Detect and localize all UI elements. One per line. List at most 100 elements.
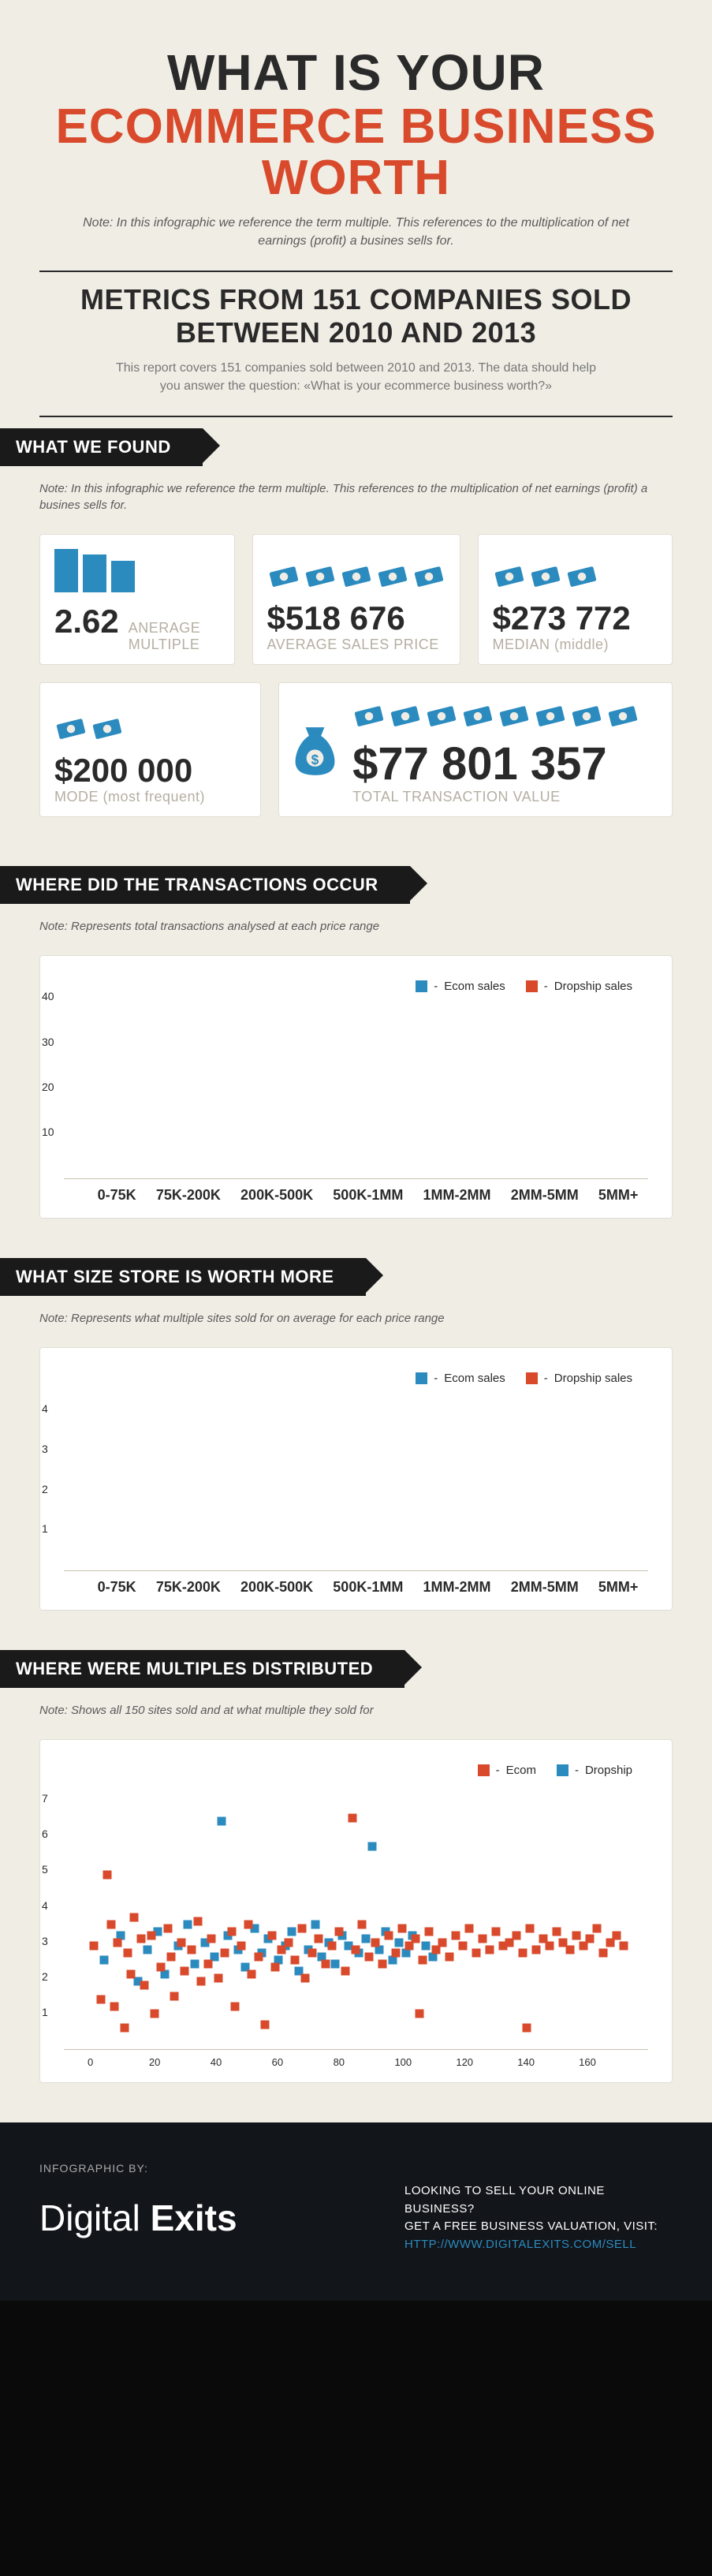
- ecom-point: [170, 1992, 179, 2000]
- money-icon: [376, 558, 409, 591]
- money-icon: [340, 558, 373, 591]
- storesize-chart: - Ecom sales - Dropship sales 1234 0-75K…: [39, 1347, 673, 1611]
- ecom-point: [237, 1942, 246, 1951]
- dropship-point: [368, 1842, 377, 1850]
- ecom-point: [525, 1924, 534, 1932]
- money-icon: [412, 558, 445, 591]
- money-icon: [570, 697, 603, 730]
- dropship-point: [311, 1921, 319, 1929]
- ecom-point: [418, 1956, 427, 1965]
- ecom-point: [364, 1952, 373, 1961]
- stats-row-1: 2.62 ANERAGE MULTIPLE $518 676 AVERAGE S…: [39, 534, 673, 665]
- money-icon: [534, 697, 567, 730]
- transactions-note: Note: Represents total transactions anal…: [39, 918, 673, 935]
- svg-text:$: $: [311, 752, 319, 767]
- dropship-point: [217, 1817, 226, 1826]
- ecom-point: [90, 1942, 99, 1951]
- money-icons: [493, 558, 658, 591]
- bar-chart-area: 1234: [64, 1390, 648, 1571]
- legend-dropship: - Dropship sales: [526, 1372, 632, 1385]
- money-icon: [389, 697, 422, 730]
- found-note: Note: In this infographic we reference t…: [39, 480, 673, 513]
- ecom-point: [586, 1935, 595, 1943]
- legend: - Ecom sales - Dropship sales: [64, 1372, 632, 1385]
- stat-avg-price: $518 676 AVERAGE SALES PRICE: [252, 534, 460, 665]
- ecom-point: [127, 1970, 136, 1979]
- ecom-point: [465, 1924, 474, 1932]
- dropship-point: [331, 1959, 340, 1968]
- stat-label: MEDIAN (middle): [493, 637, 658, 653]
- ecom-point: [485, 1945, 494, 1954]
- ecom-point: [398, 1924, 407, 1932]
- metrics-title: METRICS FROM 151 COMPANIES SOLD BETWEEN …: [39, 283, 673, 349]
- ecom-point: [492, 1928, 501, 1936]
- stat-mode: $200 000 MODE (most frequent): [39, 682, 261, 817]
- mini-bars-icon: [54, 549, 220, 592]
- ecom-point: [123, 1949, 132, 1958]
- ecom-point: [203, 1959, 212, 1968]
- x-axis-labels: 020406080100120140160: [88, 2056, 640, 2068]
- ecom-point: [552, 1928, 561, 1936]
- ecom-point: [438, 1938, 447, 1947]
- ecom-point: [194, 1917, 203, 1925]
- money-icon: [606, 697, 639, 730]
- legend-ecom: - Ecom sales: [416, 1372, 505, 1385]
- ecom-point: [270, 1963, 279, 1972]
- ecom-point: [592, 1924, 601, 1932]
- money-icon: [493, 558, 526, 591]
- bar-chart-area: 10203040: [64, 998, 648, 1179]
- stat-value: $518 676: [267, 602, 445, 635]
- stats-row-2: $200 000 MODE (most frequent) $: [39, 682, 673, 817]
- ecom-point: [452, 1931, 460, 1939]
- storesize-section: WHAT SIZE STORE IS WORTH MORE Note: Repr…: [0, 1258, 712, 1650]
- ecom-point: [197, 1977, 206, 1986]
- ecom-point: [147, 1931, 155, 1939]
- stat-value: 2.62: [54, 605, 119, 638]
- storesize-note: Note: Represents what multiple sites sol…: [39, 1310, 673, 1327]
- ecom-point: [140, 1981, 149, 1989]
- ecom-point: [106, 1921, 115, 1929]
- scatter-area: 1234567: [64, 1782, 648, 2050]
- x-axis-labels: 0-75K75K-200K200K-500K500K-1MM1MM-2MM2MM…: [88, 1187, 648, 1204]
- ecom-point: [425, 1928, 434, 1936]
- legend: - Ecom sales - Dropship sales: [64, 980, 632, 993]
- ecom-point: [214, 1973, 222, 1982]
- ecom-point: [248, 1970, 256, 1979]
- dropship-point: [190, 1959, 199, 1968]
- dropship-point: [288, 1928, 296, 1936]
- ecom-point: [227, 1928, 236, 1936]
- money-icon: [91, 710, 124, 743]
- ecom-point: [348, 1813, 356, 1822]
- ecom-point: [261, 2020, 270, 2029]
- stat-total: $ $77 801 357 TOTAL TRANSACTION VALUE: [278, 682, 673, 817]
- stat-label: AVERAGE SALES PRICE: [267, 637, 445, 653]
- stat-value: $273 772: [493, 602, 658, 635]
- money-icon: [529, 558, 562, 591]
- dropship-point: [361, 1935, 370, 1943]
- stat-label: ANERAGE MULTIPLE: [129, 620, 220, 653]
- ecom-point: [371, 1938, 380, 1947]
- legend: - Ecom - Dropship: [64, 1764, 632, 1777]
- ecom-point: [315, 1935, 323, 1943]
- metrics-subtitle: This report covers 151 companies sold be…: [112, 359, 601, 395]
- money-icons: [54, 710, 246, 743]
- ecom-point: [385, 1931, 393, 1939]
- ecom-point: [284, 1938, 293, 1947]
- ecom-point: [522, 2024, 531, 2033]
- money-icon: [304, 558, 337, 591]
- legend-ecom: - Ecom sales: [416, 980, 505, 993]
- multiples-section: WHERE WERE MULTIPLES DISTRIBUTED Note: S…: [0, 1650, 712, 2122]
- ecom-point: [96, 1995, 105, 2004]
- ecom-point: [519, 1949, 527, 1958]
- ecom-point: [458, 1942, 467, 1951]
- ecom-point: [512, 1931, 520, 1939]
- ecom-point: [572, 1931, 581, 1939]
- legend-dropship: - Dropship sales: [526, 980, 632, 993]
- ecom-point: [181, 1966, 189, 1975]
- money-icons: [352, 697, 639, 730]
- money-icon: [267, 558, 300, 591]
- footer-url[interactable]: HTTP://WWW.DIGITALEXITS.COM/SELL: [404, 2238, 636, 2251]
- stat-value: $77 801 357: [352, 741, 639, 787]
- dropship-point: [144, 1945, 152, 1954]
- title-line-1: WHAT IS YOUR: [39, 47, 673, 98]
